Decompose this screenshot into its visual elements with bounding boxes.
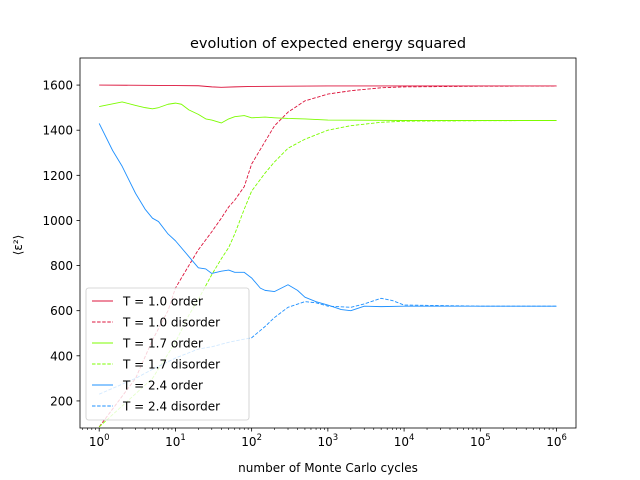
y-tick-label: 1200 (42, 169, 73, 183)
legend-box (85, 287, 250, 421)
x-tick-label: 106 (546, 433, 567, 449)
x-tick-label: 102 (241, 433, 262, 449)
legend-label: T = 2.4 disorder (122, 400, 220, 414)
y-tick-label: 400 (50, 349, 73, 363)
legend-label: T = 1.0 disorder (122, 316, 220, 330)
series-line-1 (99, 84, 557, 88)
x-tick-label: 100 (89, 433, 110, 449)
chart-title: evolution of expected energy squared (190, 36, 466, 52)
series-line-3 (99, 101, 557, 124)
axes-frame (79, 57, 577, 429)
y-tick-label: 800 (50, 259, 73, 273)
legend-label: T = 1.0 order (122, 295, 203, 309)
legend-label: T = 1.7 order (122, 337, 203, 351)
y-axis-label: ⟨ε²⟩ (11, 235, 25, 256)
y-tick-label: 200 (50, 394, 73, 408)
series-line-5 (98, 123, 557, 312)
x-tick-label: 103 (318, 433, 339, 449)
x-axis-label: number of Monte Carlo cycles (238, 461, 418, 475)
x-tick-label: 105 (470, 433, 491, 449)
legend-label: T = 2.4 order (122, 379, 203, 393)
axis-ticks: 100 101 102 103 104 105 106 200 400 600 800 1000 120… (42, 79, 566, 449)
legend-label: T = 1.7 disorder (122, 358, 220, 372)
series-line-6 (99, 297, 557, 395)
y-tick-label: 1000 (42, 214, 73, 228)
x-tick-label: 104 (394, 433, 415, 449)
y-tick-label: 1600 (42, 79, 73, 93)
y-tick-label: 1400 (42, 124, 73, 138)
series-line-2 (98, 85, 557, 428)
x-tick-label: 101 (165, 433, 186, 449)
legend: T = 1.0 order T = 1.0 disorder T = 1.7 ord… (85, 287, 250, 421)
y-tick-label: 600 (50, 304, 73, 318)
